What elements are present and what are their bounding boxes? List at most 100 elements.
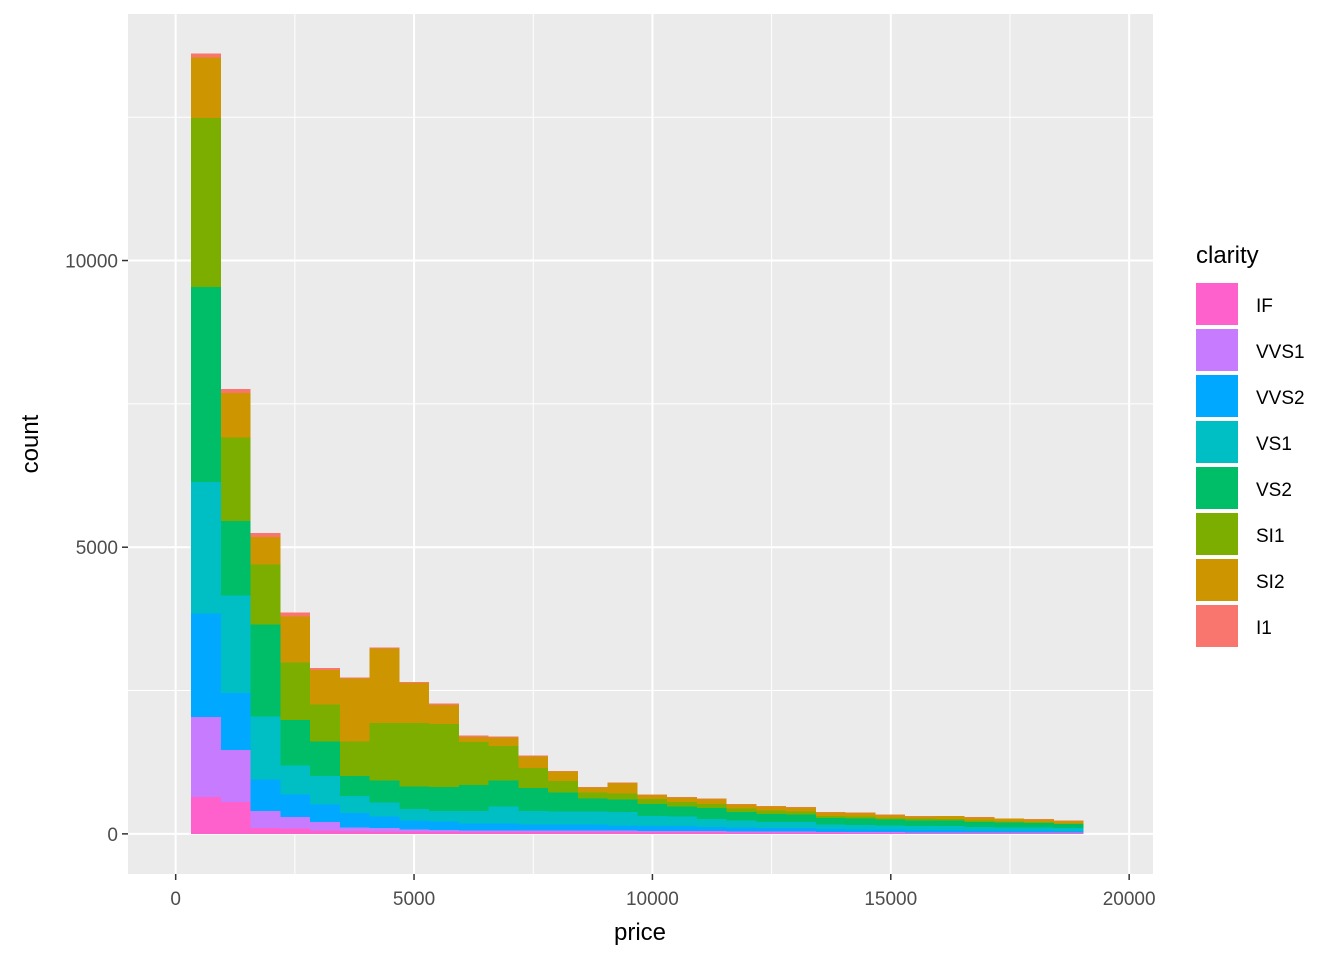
bar-segment-i1 [577, 786, 608, 788]
bar-segment-si1 [786, 811, 816, 815]
bar-segment-i1 [815, 811, 846, 813]
bar-segment-vvs2 [518, 824, 549, 831]
bar-segment-si1 [250, 564, 281, 625]
bar-segment-si2 [1024, 819, 1054, 822]
bar-segment-si2 [607, 782, 638, 794]
bar-segment-vvs2 [905, 830, 935, 833]
bar-segment-si1 [220, 437, 251, 521]
bar-segment-vs2 [934, 820, 965, 827]
bar-segment-vs1 [994, 827, 1025, 831]
bar-segment-if [280, 828, 311, 834]
bar-segment-si1 [964, 820, 995, 822]
bar-segment-vs1 [845, 824, 876, 830]
bar-segment-vvs1 [429, 829, 459, 833]
bar-segment-i1 [369, 647, 400, 649]
bar-segment-vvs2 [667, 825, 697, 831]
bar-segment-vvs1 [994, 832, 1025, 834]
bar-segment-vs2 [1053, 824, 1084, 829]
bar-segment-si2 [1053, 820, 1084, 824]
bar-segment-i1 [250, 532, 281, 537]
legend-label-si2: SI2 [1256, 572, 1285, 593]
bar-segment-vvs2 [399, 820, 430, 830]
bar-segment-si2 [488, 737, 519, 747]
bar-segment-vs1 [667, 816, 697, 826]
bar-segment-vs2 [518, 788, 549, 811]
bar-segment-vs1 [815, 824, 846, 829]
bar-segment-vs1 [399, 809, 430, 821]
legend-label-vs1: VS1 [1256, 434, 1292, 455]
bar-segment-vvs1 [310, 821, 340, 831]
bar-segment-vs1 [637, 816, 668, 826]
bar-segment-vs1 [458, 810, 489, 824]
legend-label-i1: I1 [1256, 618, 1272, 639]
bar-segment-vs2 [399, 786, 430, 810]
bar-segment-si1 [607, 793, 638, 800]
minor-gridlines [128, 14, 1153, 874]
bar-segment-if [369, 831, 400, 834]
bar-segment-vs1 [934, 826, 965, 831]
legend: IF VVS1 VVS2 VS1 VS2 SI1 SI2 I1 [1196, 283, 1305, 647]
bar-segment-vvs1 [756, 831, 787, 833]
bar-segment-i1 [548, 770, 578, 772]
x-tick-label: 10000 [626, 889, 679, 910]
bar-segment-vvs2 [429, 821, 459, 830]
bar-segment-vs2 [845, 818, 876, 825]
bar-segment-vvs2 [756, 828, 787, 832]
bar-segment-si1 [488, 746, 519, 781]
y-tick-label: 5000 [76, 538, 118, 559]
bar-segment-vs1 [429, 810, 459, 822]
bar-segment-si1 [191, 117, 221, 287]
bar-segment-vs2 [667, 806, 697, 817]
x-tick-label: 20000 [1103, 889, 1156, 910]
bar-segment-vvs1 [220, 750, 251, 802]
bar-segment-vvs2 [815, 828, 846, 832]
bar-segment-si1 [518, 767, 549, 788]
bar-segment-i1 [339, 677, 370, 679]
bar-segment-vs1 [250, 716, 281, 780]
bar-segment-vvs1 [1053, 832, 1084, 834]
bar-segment-vs1 [696, 818, 727, 827]
bar-segment-if [815, 832, 846, 834]
bar-segment-vs2 [369, 780, 400, 803]
bar-segment-if [637, 832, 668, 834]
bar-segment-vs1 [369, 802, 400, 817]
bar-segment-if [548, 832, 578, 834]
bar-segment-i1 [518, 755, 549, 757]
bar-segment-vvs2 [369, 816, 400, 829]
bar-segment-vvs2 [875, 829, 906, 833]
bar-segment-vs2 [548, 792, 578, 812]
bar-segment-i1 [637, 794, 668, 795]
bar-segment-vvs2 [786, 828, 816, 832]
bar-segment-vvs2 [637, 825, 668, 831]
bar-segment-i1 [280, 612, 311, 617]
bar-segment-vs2 [637, 804, 668, 817]
bar-segment-vvs2 [577, 824, 608, 831]
bar-segment-if [458, 832, 489, 834]
bar-segment-si2 [577, 787, 608, 793]
bar-segment-vvs2 [250, 779, 281, 811]
bar-segment-vs2 [696, 808, 727, 819]
bar-segment-vvs2 [488, 823, 519, 831]
bar-segment-si2 [339, 678, 370, 742]
bar-segment-vvs1 [458, 830, 489, 833]
bar-segment-vvs1 [488, 830, 519, 833]
bar-segment-if [696, 832, 727, 834]
bar-segment-vs1 [607, 812, 638, 826]
bar-segment-si2 [429, 704, 459, 724]
bar-segment-vvs2 [696, 826, 727, 831]
bar-segment-si1 [696, 804, 727, 809]
bar-segment-si1 [875, 817, 906, 820]
bar-segment-si2 [369, 648, 400, 724]
bar-segment-vvs1 [696, 831, 727, 833]
x-tick-label: 15000 [864, 889, 917, 910]
bar-segment-si2 [875, 814, 906, 818]
bar-segment-vs2 [577, 798, 608, 812]
bar-segment-vs1 [220, 595, 251, 693]
bar-segment-vs2 [191, 286, 221, 482]
bar-segment-vvs1 [399, 829, 430, 832]
bar-segment-vs2 [607, 799, 638, 813]
bar-segment-si2 [458, 736, 489, 743]
bar-segment-si1 [726, 808, 757, 813]
bar-segment-vvs2 [310, 804, 340, 822]
bar-segment-vs1 [339, 796, 370, 814]
